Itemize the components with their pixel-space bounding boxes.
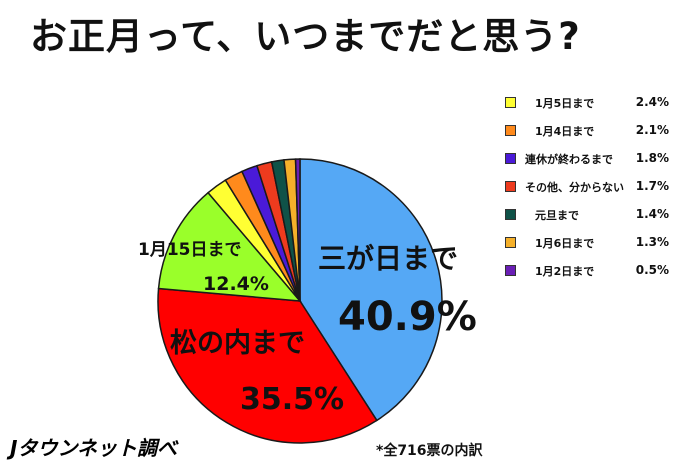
- legend-item: 連休が終わるまで 1.8%: [505, 150, 675, 170]
- legend-swatch: [505, 265, 516, 276]
- legend-label: 1月2日まで: [535, 265, 595, 278]
- legend-swatch: [505, 237, 516, 248]
- legend-value: 1.8%: [635, 151, 669, 165]
- legend-item: 1月2日まで 0.5%: [505, 262, 675, 282]
- legend-item: 1月6日まで 1.3%: [505, 234, 675, 254]
- legend-value: 1.7%: [635, 179, 669, 193]
- legend-label: 1月4日まで: [535, 125, 595, 138]
- legend-swatch: [505, 181, 516, 192]
- slice-label-2: 松の内まで: [170, 328, 305, 359]
- legend-label: 1月6日まで: [535, 237, 595, 250]
- legend-value: 1.3%: [635, 235, 669, 249]
- footnote: *全716票の内訳: [376, 443, 483, 459]
- slice-value-2: 35.5%: [240, 382, 344, 417]
- slice-value-1: 40.9%: [338, 294, 477, 340]
- legend-item: 1月4日まで 2.1%: [505, 122, 675, 142]
- legend-value: 0.5%: [635, 263, 669, 277]
- legend-value: 1.4%: [635, 207, 669, 221]
- legend-value: 2.1%: [635, 123, 669, 137]
- legend-label: 連休が終わるまで: [525, 153, 613, 166]
- legend-item: その他、分からない 1.7%: [505, 178, 675, 198]
- slice-label-1: 三が日まで: [318, 242, 458, 275]
- legend-label: その他、分からない: [525, 181, 624, 194]
- legend-swatch: [505, 153, 516, 164]
- slice-label-3: 1月15日まで: [138, 240, 242, 260]
- slice-value-3: 12.4%: [203, 273, 269, 295]
- legend-value: 2.4%: [635, 95, 669, 109]
- legend-label: 1月5日まで: [535, 97, 595, 110]
- chart-title: お正月って、いつまでだと思う?: [30, 15, 581, 58]
- legend-swatch: [505, 97, 516, 108]
- pie-slice-10: [294, 158, 301, 302]
- legend-item: 1月5日まで 2.4%: [505, 94, 675, 114]
- legend-swatch: [505, 209, 516, 220]
- legend-item: 元旦まで 1.4%: [505, 206, 675, 226]
- legend-label: 元旦まで: [535, 209, 579, 222]
- brand-logo-text: Jタウンネット調べ: [10, 436, 178, 460]
- pie-slice-3: [157, 191, 302, 302]
- pie-slice-2: [157, 287, 378, 444]
- legend-swatch: [505, 125, 516, 136]
